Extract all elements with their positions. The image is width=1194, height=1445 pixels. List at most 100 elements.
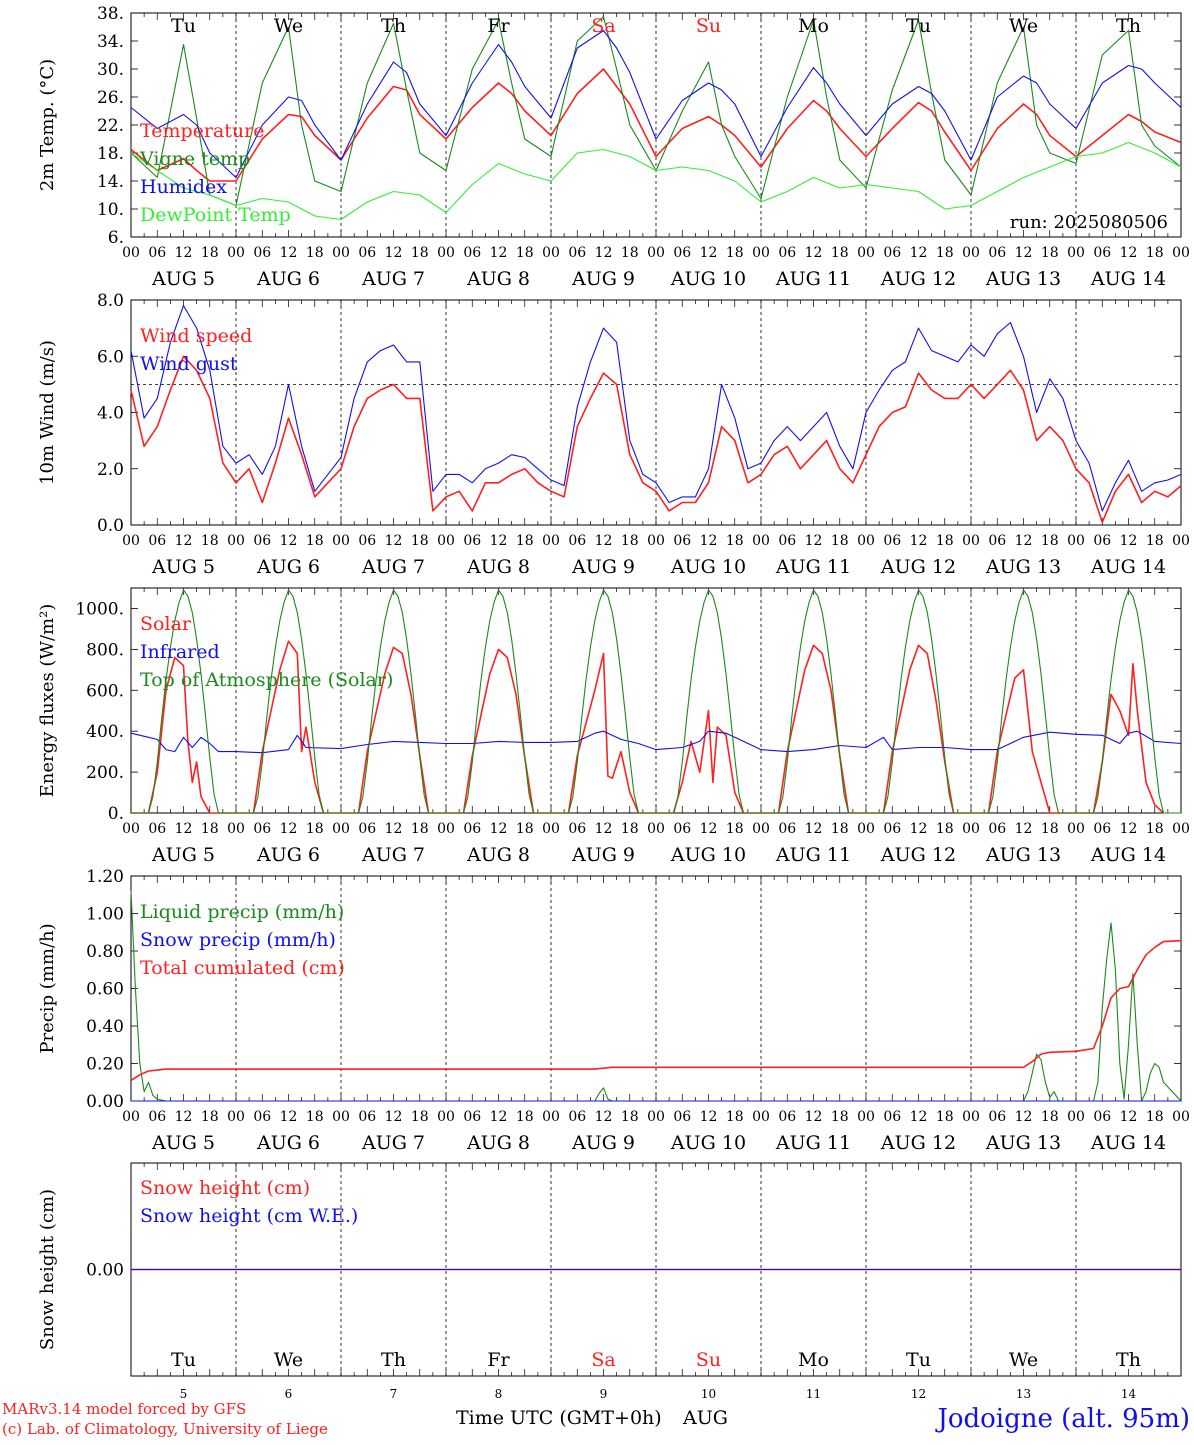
hour-label: 12: [805, 821, 823, 837]
legend-entry: Solar: [140, 613, 192, 635]
hour-label: 12: [490, 1109, 508, 1125]
hour-label: 18: [726, 533, 744, 549]
date-label: AUG 12: [880, 844, 956, 866]
hour-label: 00: [1067, 1109, 1085, 1125]
y-tick-label: 8.0: [97, 291, 124, 311]
hour-label: 06: [883, 533, 901, 549]
footer: MARv3.14 model forced by GFS (c) Lab. of …: [2, 1400, 1190, 1438]
weekday-label: Tu: [906, 15, 931, 37]
day-number: 12: [911, 1387, 926, 1401]
hour-label: 06: [253, 533, 271, 549]
date-label: AUG 8: [466, 1132, 530, 1154]
hour-label: 12: [490, 821, 508, 837]
series-line-temperature: [130, 68, 1182, 182]
date-label: AUG 9: [571, 556, 635, 578]
y-tick-label: 0.0: [97, 516, 124, 536]
hour-label: 00: [647, 821, 665, 837]
hour-label: 06: [358, 533, 376, 549]
weekday-label: Th: [1116, 1349, 1141, 1371]
weekday-label: Su: [696, 15, 721, 37]
hour-label: 06: [673, 245, 691, 261]
hour-label: 00: [542, 821, 560, 837]
date-label: AUG 7: [361, 844, 425, 866]
date-label: AUG 6: [256, 1132, 320, 1154]
date-label: AUG 8: [466, 268, 530, 290]
hour-label: 06: [778, 1109, 796, 1125]
weekday-label: Mo: [798, 1349, 829, 1371]
hour-label: 00: [227, 1109, 245, 1125]
hour-label: 00: [1067, 245, 1085, 261]
y-tick-label: 18.: [97, 144, 124, 164]
hour-label: 06: [253, 821, 271, 837]
date-label: AUG 6: [256, 844, 320, 866]
y-tick-label: 22.: [97, 116, 124, 136]
hour-label: 06: [358, 245, 376, 261]
hour-label: 00: [332, 821, 350, 837]
hour-label: 06: [358, 821, 376, 837]
legend-entry: Snow precip (mm/h): [140, 929, 336, 951]
hour-label: 18: [936, 245, 954, 261]
hour-label: 00: [647, 1109, 665, 1125]
series-line-top-of-atmosphere-solar-: [131, 589, 1181, 814]
legend-entry: Wind gust: [140, 353, 238, 375]
hour-label: 18: [1041, 821, 1059, 837]
date-label: AUG 11: [775, 556, 851, 578]
series-line-dewpoint-temp: [130, 141, 1182, 221]
chart-panel-5: 0.00 Snow height (cm) Snow height (cm) Snow…: [37, 1162, 1182, 1401]
y-tick-label: 0.60: [86, 980, 124, 1000]
hour-label: 06: [988, 245, 1006, 261]
hour-label: 06: [568, 533, 586, 549]
y-tick-label: 1.20: [86, 867, 124, 887]
hour-label: 00: [437, 533, 455, 549]
hour-label: 00: [752, 1109, 770, 1125]
hour-label: 00: [962, 245, 980, 261]
y-tick-label: 0.: [108, 804, 124, 824]
series-line-humidex: [130, 29, 1182, 179]
hour-label: 06: [568, 1109, 586, 1125]
legend-entry: Humidex: [140, 176, 227, 198]
hour-label: 18: [621, 245, 639, 261]
date-label: AUG 13: [985, 556, 1061, 578]
hour-label: 18: [1146, 1109, 1164, 1125]
y-tick-label: 0.40: [86, 1017, 124, 1037]
date-label: AUG 7: [361, 268, 425, 290]
x-axis-title: Time UTC (GMT+0h): [456, 1407, 662, 1429]
hour-label: 12: [280, 1109, 298, 1125]
series-line-total-cumulated-cm-: [130, 939, 1182, 1082]
y-tick-label: 1.00: [86, 905, 124, 925]
hour-label: 18: [1146, 821, 1164, 837]
hour-label: 06: [148, 1109, 166, 1125]
hour-label: 18: [831, 533, 849, 549]
legend-entry: Snow height (cm): [140, 1177, 310, 1199]
day-number: 7: [390, 1387, 398, 1401]
chart-panel-2: 0.0 2.0 4.0 6.0 8.0 10m Wind (m/s) Wind speed W…: [37, 291, 1190, 578]
weekday-label: Sa: [591, 1349, 615, 1371]
date-label: AUG 5: [151, 268, 215, 290]
hour-label: 00: [962, 533, 980, 549]
hour-label: 00: [437, 1109, 455, 1125]
hour-label: 00: [857, 821, 875, 837]
hour-label: 00: [752, 245, 770, 261]
hour-label: 18: [306, 821, 324, 837]
hour-label: 12: [385, 533, 403, 549]
hour-label: 18: [411, 821, 429, 837]
day-number: 5: [180, 1387, 188, 1401]
weekday-label: We: [1009, 1349, 1038, 1371]
hour-label: 18: [621, 821, 639, 837]
hour-label: 12: [595, 245, 613, 261]
hour-label: 06: [988, 533, 1006, 549]
hour-label: 06: [463, 821, 481, 837]
date-label: AUG 5: [151, 844, 215, 866]
hour-label: 18: [411, 245, 429, 261]
hour-label: 06: [253, 245, 271, 261]
hour-label: 00: [332, 245, 350, 261]
day-number: 9: [600, 1387, 608, 1401]
legend-entry: Infrared: [140, 641, 220, 663]
hour-label: 12: [280, 245, 298, 261]
day-number: 6: [285, 1387, 293, 1401]
date-label: AUG 14: [1090, 268, 1166, 290]
day-number: 14: [1121, 1387, 1137, 1401]
hour-label: 12: [175, 1109, 193, 1125]
hour-label: 06: [148, 533, 166, 549]
